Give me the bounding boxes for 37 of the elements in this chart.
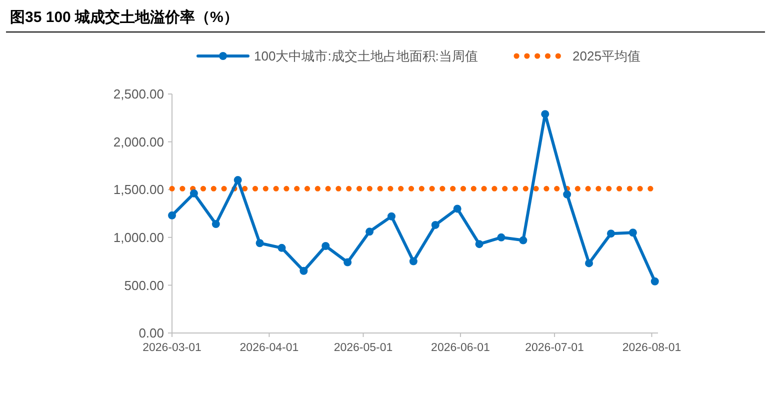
point	[300, 266, 308, 275]
point	[256, 239, 264, 248]
x-tick-label: 2026-08-01	[622, 342, 682, 354]
y-tick-label: 2,500.00	[113, 86, 164, 102]
y-tick-label: 1,500.00	[113, 182, 164, 198]
x-tick-label: 2026-07-01	[525, 342, 584, 354]
point	[344, 258, 352, 266]
legend-label: 100大中城市:成交土地占地面积:当周值	[254, 48, 478, 64]
y-tick-label: 500.00	[124, 278, 164, 293]
x-tick-label: 2026-03-01	[142, 342, 202, 354]
point	[519, 236, 528, 244]
point	[606, 230, 615, 238]
point	[585, 259, 594, 268]
chart-title: 图35 100 城成交土地溢价率（%）	[10, 8, 238, 26]
point	[431, 220, 440, 229]
point	[541, 110, 550, 118]
point	[628, 228, 637, 237]
y-tick-label: 1,000.00	[113, 230, 164, 245]
y-tick-label: 0.00	[138, 326, 164, 341]
x-tick-label: 2026-06-01	[431, 342, 490, 354]
point	[322, 242, 330, 250]
point	[409, 257, 418, 266]
x-tick-label: 2026-04-01	[240, 342, 299, 354]
legend-label: 2025平均值	[572, 48, 640, 64]
point	[475, 240, 484, 248]
point	[190, 189, 198, 198]
point	[650, 277, 659, 286]
point	[453, 204, 462, 213]
y-tick-label: 2,000.00	[113, 134, 164, 150]
point	[168, 211, 176, 220]
point	[366, 228, 374, 236]
point	[387, 212, 396, 220]
point	[212, 220, 220, 228]
point	[563, 190, 572, 198]
x-tick-label: 2026-05-01	[334, 342, 393, 354]
point	[278, 244, 286, 252]
point	[497, 233, 506, 242]
